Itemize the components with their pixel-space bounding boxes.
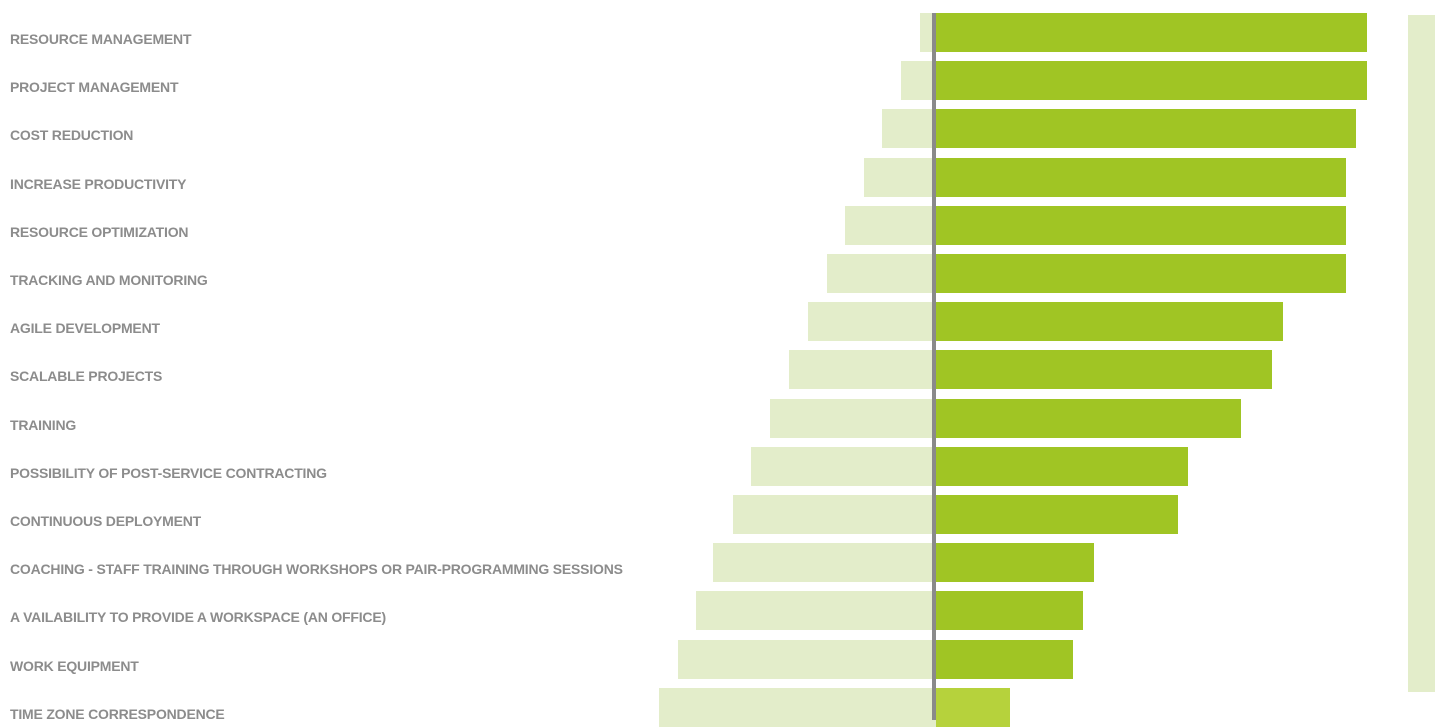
bar-right xyxy=(936,206,1346,245)
bar-left xyxy=(808,302,936,341)
bar-right xyxy=(936,447,1188,486)
bar-right xyxy=(936,495,1178,534)
bar-left xyxy=(789,350,936,389)
category-label: TRAINING xyxy=(10,417,77,433)
bar-right xyxy=(936,350,1272,389)
bar-left xyxy=(751,447,936,486)
category-label: AGILE DEVELOPMENT xyxy=(10,320,160,336)
category-label: COST REDUCTION xyxy=(10,127,134,143)
category-label: TIME ZONE CORRESPONDENCE xyxy=(10,706,225,722)
bar-left xyxy=(882,109,936,148)
bar-left xyxy=(678,640,936,679)
bar-left xyxy=(733,495,936,534)
bar-left xyxy=(901,61,936,100)
bar-right xyxy=(936,254,1346,293)
bar-right xyxy=(936,591,1083,630)
category-label: CONTINUOUS DEPLOYMENT xyxy=(10,513,202,529)
bar-left xyxy=(864,158,936,197)
bar-left xyxy=(696,591,936,630)
category-label: COACHING - STAFF TRAINING THROUGH WORKSH… xyxy=(10,561,623,577)
category-label: SCALABLE PROJECTS xyxy=(10,368,163,384)
category-label: PROJECT MANAGEMENT xyxy=(10,79,179,95)
bar-left xyxy=(827,254,936,293)
bar-right xyxy=(936,399,1241,438)
bar-right xyxy=(936,688,1010,727)
bar-right xyxy=(936,61,1367,100)
bar-right xyxy=(936,640,1073,679)
bar-left xyxy=(770,399,936,438)
category-label: WORK EQUIPMENT xyxy=(10,658,139,674)
zero-axis-line xyxy=(932,13,936,720)
bar-right xyxy=(936,543,1094,582)
category-label: RESOURCE OPTIMIZATION xyxy=(10,224,189,240)
bar-left xyxy=(713,543,936,582)
side-panel xyxy=(1408,15,1435,692)
bar-right xyxy=(936,302,1283,341)
category-label: RESOURCE MANAGEMENT xyxy=(10,31,192,47)
bar-right xyxy=(936,109,1356,148)
bar-left xyxy=(845,206,936,245)
bar-right xyxy=(936,158,1346,197)
category-label: POSSIBILITY OF POST-SERVICE CONTRACTING xyxy=(10,465,327,481)
category-label: INCREASE PRODUCTIVITY xyxy=(10,176,187,192)
category-label: TRACKING AND MONITORING xyxy=(10,272,208,288)
bar-left xyxy=(659,688,936,727)
bar-right xyxy=(936,13,1367,52)
category-label: A VAILABILITY TO PROVIDE A WORKSPACE (AN… xyxy=(10,609,386,625)
